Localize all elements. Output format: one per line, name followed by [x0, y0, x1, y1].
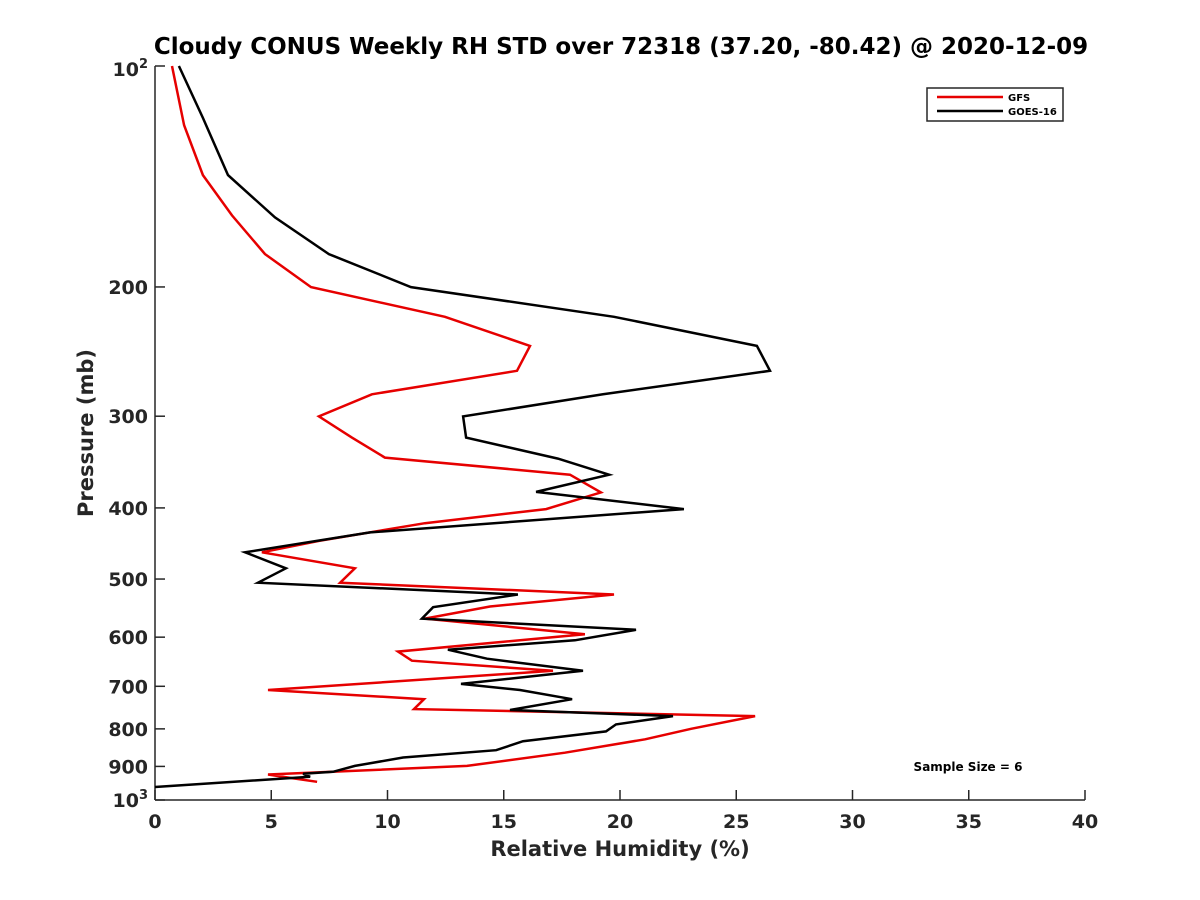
x-tick-label: 40 [1072, 811, 1098, 833]
x-tick-label: 20 [607, 811, 633, 833]
chart-title: Cloudy CONUS Weekly RH STD over 72318 (3… [154, 34, 1088, 60]
x-tick-label: 0 [148, 811, 161, 833]
y-tick-label: 400 [108, 498, 148, 520]
y-tick-label: 500 [108, 569, 148, 591]
legend-label-gfs: GFS [1008, 93, 1030, 104]
x-tick-label: 25 [723, 811, 749, 833]
y-tick-label: 300 [108, 406, 148, 428]
x-tick-label: 15 [491, 811, 517, 833]
x-tick-label: 35 [956, 811, 982, 833]
y-tick-label: 600 [108, 627, 148, 649]
series-line-gfs [170, 65, 756, 784]
y-tick-label: 103 [113, 788, 149, 812]
legend-label-goes16: GOES-16 [1008, 107, 1057, 118]
legend: GFS GOES-16 [926, 87, 1064, 122]
x-axis-label: Relative Humidity (%) [490, 837, 749, 861]
y-tick-label: 102 [113, 57, 149, 81]
x-tick-label: 30 [839, 811, 865, 833]
y-tick-label: 800 [108, 719, 148, 741]
y-tick-label: 900 [108, 756, 148, 778]
sample-size-annotation: Sample Size = 6 [914, 760, 1023, 774]
legend-box [926, 87, 1064, 122]
y-tick-label: 200 [108, 277, 148, 299]
x-tick-label: 10 [374, 811, 400, 833]
y-axis-label: Pressure (mb) [74, 349, 98, 517]
axes: 0 5 10 15 20 25 30 35 40 102 200 300 400 500 600 700 800… [108, 57, 1098, 833]
x-tick-label: 5 [265, 811, 278, 833]
series-line-goes16 [154, 65, 772, 789]
y-tick-label: 700 [108, 676, 148, 698]
series-layer [154, 65, 772, 789]
